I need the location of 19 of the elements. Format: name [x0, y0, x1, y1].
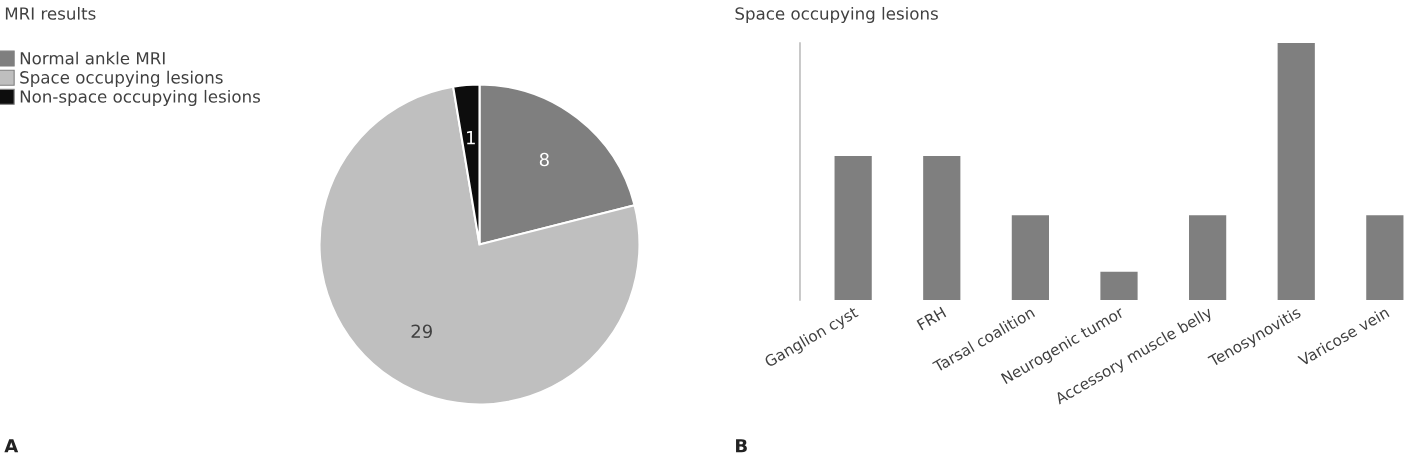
chart-title: Space occupying lesions	[735, 6, 938, 24]
bar	[1189, 215, 1227, 301]
bar	[923, 156, 961, 301]
x-tick-label: FRH	[916, 306, 947, 331]
text: A	[4, 439, 19, 453]
bar	[1011, 215, 1049, 301]
bar	[1366, 215, 1404, 301]
data-label: 29	[411, 324, 432, 339]
legend-label: Non-space occupying lesions	[20, 89, 261, 107]
legend-label: Normal ankle MRI	[20, 51, 165, 65]
pie-slice	[318, 85, 641, 406]
bar	[1100, 271, 1138, 301]
data-label: 8	[539, 152, 549, 167]
bar	[834, 156, 872, 301]
text: B	[736, 439, 747, 453]
chart-title: MRI results	[5, 6, 96, 20]
bar	[1277, 43, 1315, 301]
legend-label: Space occupying lesions	[20, 70, 223, 87]
data-label: 1	[467, 131, 475, 145]
